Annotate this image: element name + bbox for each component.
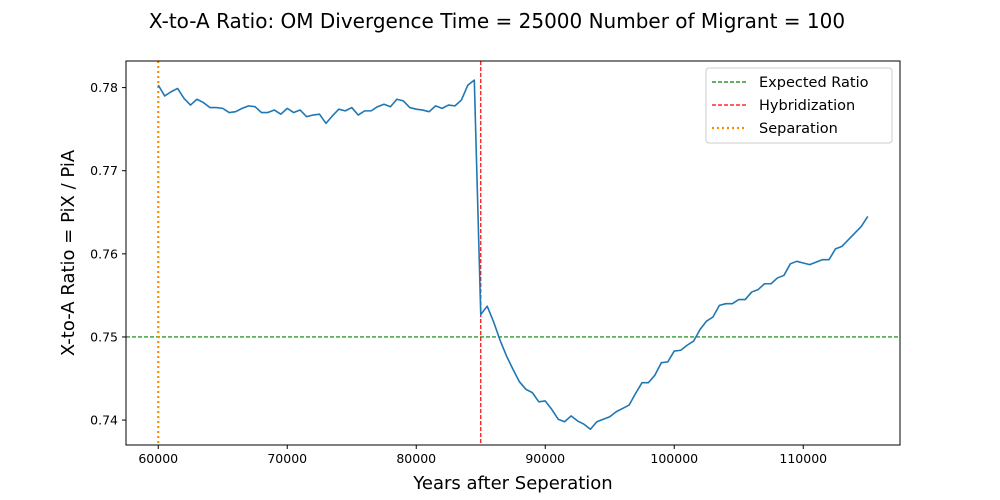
legend-entry: Hybridization — [712, 98, 855, 114]
x-tick-label: 70000 — [267, 451, 307, 466]
chart-title: X-to-A Ratio: OM Divergence Time = 25000… — [149, 9, 845, 33]
axes: 60000 70000 80000 90000 100000 110000 0.74 0.75… — [90, 60, 901, 466]
x-tick-label: 90000 — [525, 451, 565, 466]
plot-content — [126, 61, 900, 445]
x-axis-label: Years after Seperation — [412, 473, 612, 494]
legend-entry: Separation — [712, 121, 838, 137]
plot-area — [126, 61, 900, 445]
legend-label: Separation — [759, 121, 838, 137]
x-tick-label: 110000 — [779, 451, 827, 466]
x-tick-label: 80000 — [396, 451, 436, 466]
x-tick-label: 100000 — [650, 451, 698, 466]
y-tick-label: 0.75 — [90, 329, 118, 344]
y-tick-label: 0.77 — [90, 163, 118, 178]
legend-label: Expected Ratio — [759, 75, 869, 91]
legend-entry: Expected Ratio — [712, 75, 869, 91]
legend-label: Hybridization — [759, 98, 855, 114]
y-axis-label: X-to-A Ratio = PiX / PiA — [58, 149, 79, 356]
legend-box — [705, 67, 893, 144]
y-tick-label: 0.78 — [90, 80, 118, 95]
y-tick-label: 0.76 — [90, 246, 118, 261]
x-tick-label: 60000 — [138, 451, 178, 466]
plot-frame — [125, 60, 901, 446]
series-line-0 — [157, 79, 869, 431]
y-tick-label: 0.74 — [90, 413, 118, 428]
legend: Expected Ratio Hybridization Separation — [705, 67, 893, 144]
